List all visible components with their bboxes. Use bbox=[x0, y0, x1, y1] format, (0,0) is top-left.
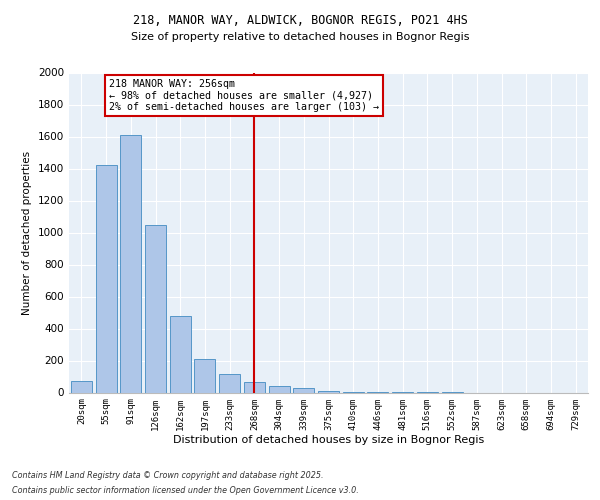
Bar bbox=[244, 382, 265, 392]
Text: Contains public sector information licensed under the Open Government Licence v3: Contains public sector information licen… bbox=[12, 486, 359, 495]
Bar bbox=[71, 380, 92, 392]
Bar bbox=[145, 224, 166, 392]
Bar bbox=[194, 359, 215, 392]
Text: 218 MANOR WAY: 256sqm
← 98% of detached houses are smaller (4,927)
2% of semi-de: 218 MANOR WAY: 256sqm ← 98% of detached … bbox=[109, 79, 379, 112]
Bar bbox=[269, 386, 290, 392]
Text: Size of property relative to detached houses in Bognor Regis: Size of property relative to detached ho… bbox=[131, 32, 469, 42]
Bar bbox=[219, 374, 240, 392]
Bar bbox=[170, 316, 191, 392]
X-axis label: Distribution of detached houses by size in Bognor Regis: Distribution of detached houses by size … bbox=[173, 435, 484, 445]
Bar bbox=[95, 166, 116, 392]
Bar bbox=[318, 391, 339, 392]
Bar bbox=[120, 135, 141, 392]
Text: Contains HM Land Registry data © Crown copyright and database right 2025.: Contains HM Land Registry data © Crown c… bbox=[12, 471, 323, 480]
Y-axis label: Number of detached properties: Number of detached properties bbox=[22, 150, 32, 314]
Bar bbox=[293, 388, 314, 392]
Text: 218, MANOR WAY, ALDWICK, BOGNOR REGIS, PO21 4HS: 218, MANOR WAY, ALDWICK, BOGNOR REGIS, P… bbox=[133, 14, 467, 27]
